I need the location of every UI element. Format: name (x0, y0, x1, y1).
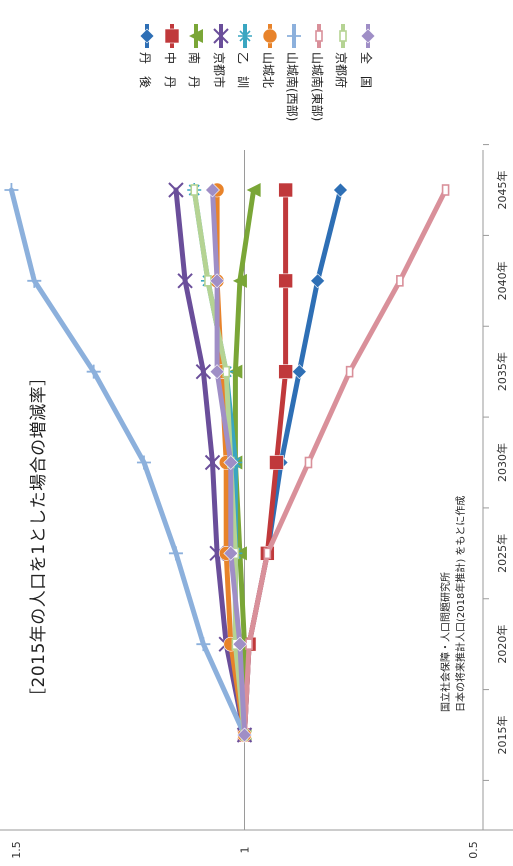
legend-label: 中 丹 (162, 52, 177, 89)
data-point (195, 363, 212, 380)
data-point (223, 455, 239, 470)
legend-label: 全 国 (358, 52, 373, 89)
legend-item: 山城南(東部) (308, 24, 330, 134)
category-tick-label: 2025年 (495, 534, 509, 573)
data-point (310, 273, 326, 289)
data-point (4, 183, 19, 197)
legend-swatch (238, 24, 252, 48)
data-point (304, 456, 313, 469)
legend-swatch (314, 24, 323, 48)
legend-label: 乙 訓 (236, 52, 250, 89)
category-tick-label: 2045年 (495, 171, 509, 210)
legend-label: 山城北 (260, 52, 275, 89)
data-point (345, 365, 354, 378)
legend-item: 南 丹 (185, 24, 207, 134)
value-tick-label: 1 (239, 847, 252, 854)
data-point (396, 275, 404, 287)
legend-swatch (164, 24, 179, 48)
series-line (242, 187, 343, 738)
legend-swatch (212, 24, 229, 48)
data-point (190, 184, 199, 196)
legend-marker (360, 28, 375, 44)
legend-swatch (287, 24, 301, 48)
legend-marker (339, 30, 347, 42)
data-point (168, 546, 183, 561)
series-10 (205, 182, 252, 743)
data-point (196, 637, 211, 652)
category-tick-label: 2020年 (495, 625, 509, 664)
legend-marker (212, 28, 229, 44)
legend-item: 乙 訓 (234, 24, 256, 134)
data-point (177, 273, 193, 289)
data-point (269, 455, 284, 470)
data-point (136, 455, 151, 470)
legend-marker (139, 28, 155, 44)
legend-item: 中 丹 (161, 24, 183, 134)
legend-marker (189, 29, 203, 43)
legend-item: 山城南(西部) (283, 24, 305, 134)
data-point (291, 364, 307, 380)
data-point (232, 273, 247, 288)
data-point (333, 182, 348, 198)
legend-marker (287, 29, 301, 43)
chart-tick-labels: 0.5 1 1.5 2015年 2020年 2025年 2030年 2035年 2040年 204… (10, 171, 509, 859)
legend-item: 京都市 (210, 24, 232, 134)
value-tick-label: 0.5 (467, 841, 480, 859)
legend-swatch (262, 24, 277, 48)
data-point (246, 183, 261, 197)
value-tick-label: 1.5 (10, 841, 23, 859)
data-point (441, 184, 450, 196)
legend-label: 京都市 (211, 52, 226, 89)
data-point (237, 727, 252, 743)
legend-swatch (339, 24, 347, 48)
category-tick-label: 2030年 (495, 443, 509, 482)
legend-marker (262, 28, 277, 44)
chart-title: ［2015年の人口を1とした場合の増減率］ (29, 368, 49, 705)
category-tick-label: 2035年 (495, 352, 509, 391)
legend-item: 山城北 (259, 24, 281, 134)
legend-item: 全 国 (357, 24, 379, 134)
legend-swatch (139, 24, 155, 48)
data-point (228, 364, 243, 379)
source-note-line-1: 国立社会保障・人口問題研究所 (441, 572, 452, 712)
data-point (278, 273, 293, 289)
legend-label: 南 丹 (187, 52, 201, 89)
category-tick-label: 2040年 (495, 261, 509, 300)
legend-label: 京都府 (334, 52, 348, 89)
legend-label: 山城南(西部) (285, 52, 299, 122)
legend-label: 山城南(東部) (309, 52, 324, 122)
legend-label: 丹 後 (138, 52, 152, 89)
data-point (223, 545, 239, 561)
category-tick-label: 2015年 (495, 716, 509, 755)
data-point (204, 454, 221, 471)
legend-item: 京都府 (332, 24, 354, 134)
data-point (278, 364, 293, 379)
chart-axes (0, 144, 513, 831)
legend-swatch (189, 24, 203, 48)
data-point (209, 364, 225, 380)
data-point (168, 182, 184, 198)
data-point (278, 182, 293, 198)
source-note-line-2: 日本の将来推計人口(2018年推計) をもとに作成 (456, 495, 467, 712)
legend-swatch (360, 24, 375, 48)
chart-series-layer (4, 182, 450, 743)
legend-item: 丹 後 (136, 24, 158, 134)
data-point (27, 273, 42, 288)
data-point (232, 636, 248, 652)
legend-marker (314, 30, 323, 42)
data-point (86, 364, 101, 379)
legend-marker (164, 28, 179, 44)
data-point (205, 182, 220, 198)
legend-marker (238, 29, 252, 43)
data-point (209, 273, 225, 289)
series-1 (237, 182, 348, 743)
data-point (263, 547, 272, 560)
